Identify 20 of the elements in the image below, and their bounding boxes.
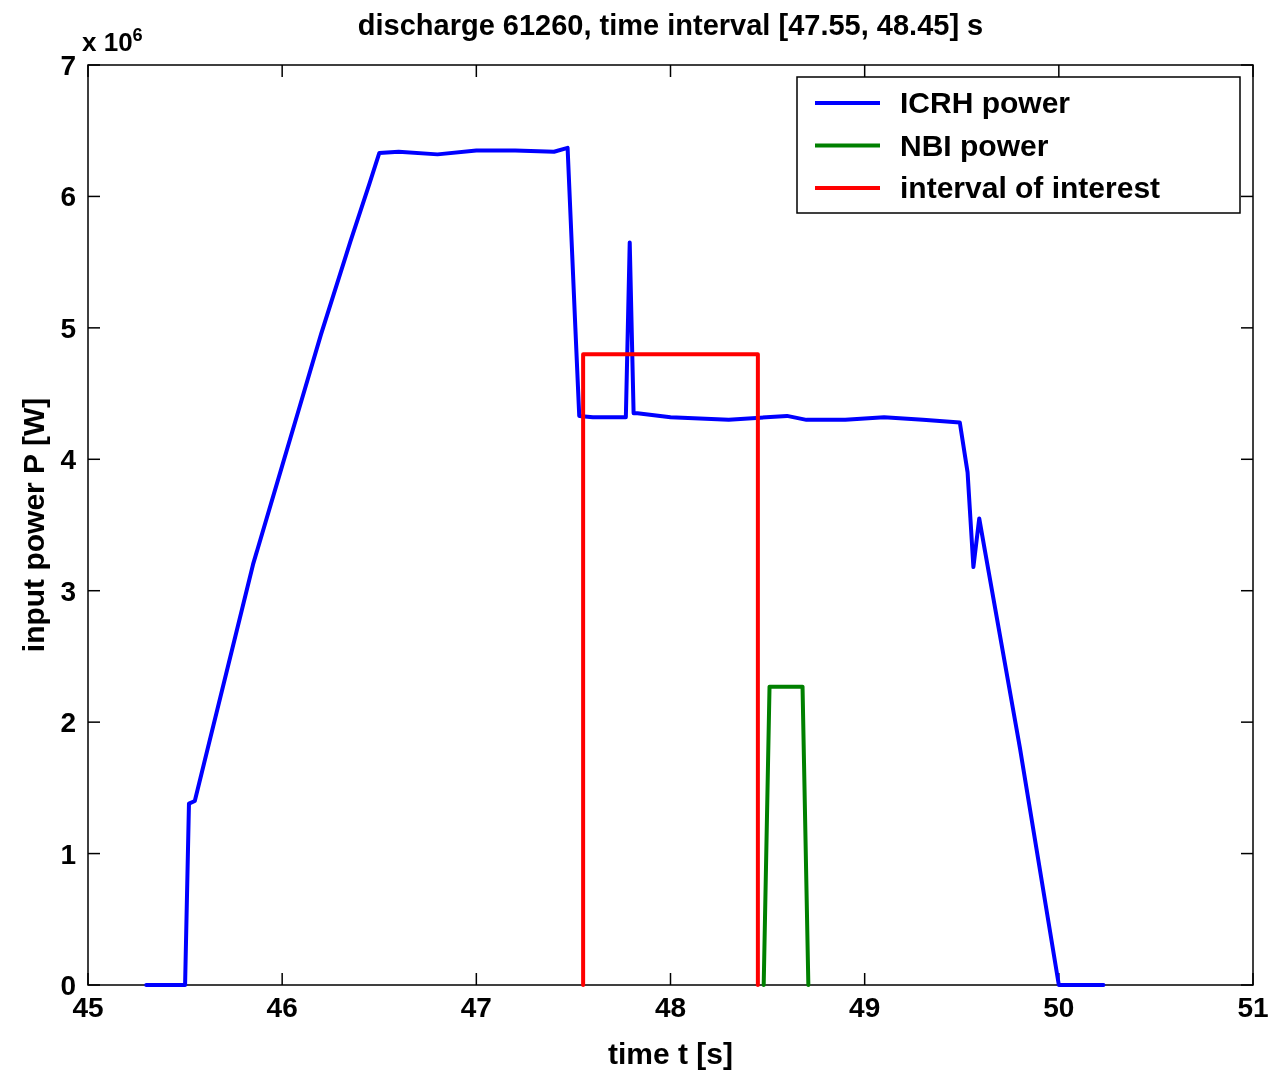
y-tick-label: 6 bbox=[60, 181, 76, 213]
legend-label: ICRH power bbox=[900, 86, 1071, 119]
legend-label: NBI power bbox=[900, 128, 1049, 162]
x-tick-label: 50 bbox=[1043, 992, 1075, 1023]
x-tick-label: 47 bbox=[460, 992, 492, 1023]
x-tick-label: 46 bbox=[266, 992, 298, 1023]
x-tick-label: 51 bbox=[1237, 992, 1269, 1023]
y-tick-label: 2 bbox=[60, 707, 76, 739]
x-axis-title: time t [s] bbox=[607, 1037, 734, 1070]
y-tick-label: 7 bbox=[60, 50, 76, 81]
y-axis-title: input power P [W] bbox=[17, 397, 50, 653]
legend-label: interval of interest bbox=[900, 171, 1161, 204]
y-tick-label: 4 bbox=[60, 444, 77, 476]
chart-title: discharge 61260, time interval [47.55, 48.45] s bbox=[357, 9, 984, 41]
text: x 10$^{6}$ bbox=[82, 25, 143, 57]
y-tick-label: 3 bbox=[60, 575, 76, 607]
x-tick-label: 49 bbox=[849, 992, 881, 1023]
y-tick-label: 5 bbox=[60, 312, 76, 344]
y-tick-label: 1 bbox=[60, 838, 76, 870]
x-tick-label: 48 bbox=[654, 992, 687, 1023]
